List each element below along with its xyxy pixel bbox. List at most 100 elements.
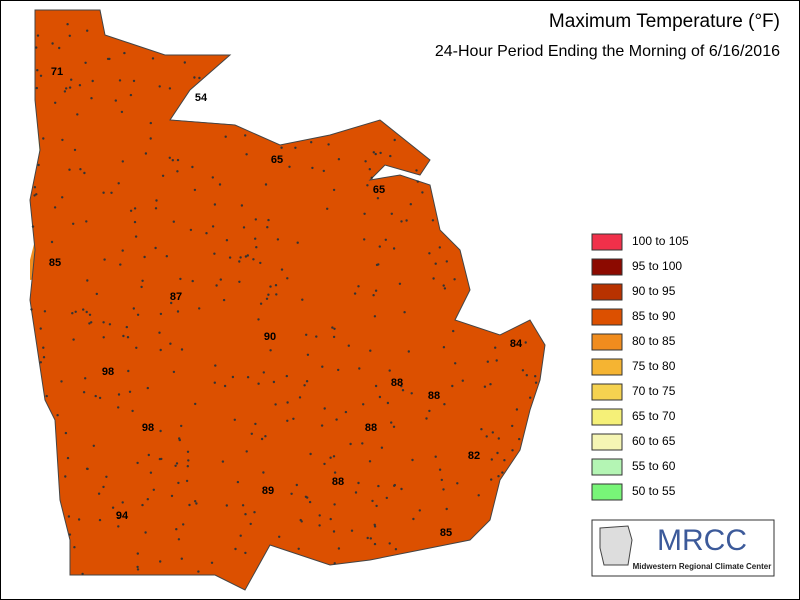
station [191, 165, 194, 169]
station [337, 547, 341, 550]
station [280, 146, 283, 149]
station [174, 464, 177, 467]
station [77, 518, 81, 521]
legend-label: 95 to 100 [632, 259, 682, 273]
legend-swatch [591, 383, 623, 401]
map-label: 89 [262, 485, 274, 497]
map-label: 85 [440, 527, 452, 539]
station [354, 491, 358, 494]
station [90, 321, 93, 324]
station [373, 315, 377, 318]
station [165, 255, 168, 258]
station [333, 503, 336, 506]
station [375, 263, 379, 267]
station [318, 514, 321, 517]
station [136, 565, 139, 569]
station [403, 311, 406, 314]
station [82, 391, 86, 394]
station [443, 287, 447, 290]
station [117, 406, 120, 409]
legend-label: 85 to 90 [632, 309, 676, 323]
station [322, 169, 325, 173]
station [85, 467, 89, 470]
station [329, 456, 332, 459]
station [45, 394, 48, 398]
station [68, 168, 71, 171]
station [431, 219, 435, 222]
station [385, 496, 388, 500]
station [260, 437, 264, 441]
station [132, 79, 136, 83]
station [442, 346, 446, 349]
station [442, 284, 445, 287]
station [285, 374, 288, 378]
station [290, 492, 293, 495]
station [43, 310, 47, 313]
station [228, 256, 232, 259]
station [159, 429, 162, 433]
station [297, 547, 300, 550]
station [262, 371, 265, 374]
station [438, 468, 442, 471]
station [136, 313, 140, 316]
station [412, 517, 415, 521]
station [42, 356, 46, 359]
station [193, 188, 197, 192]
logo-map [599, 525, 633, 566]
station [117, 525, 120, 528]
station [524, 341, 527, 344]
station [425, 417, 428, 420]
map-label: 71 [51, 66, 63, 78]
station [79, 168, 82, 171]
legend-swatch [591, 233, 623, 251]
station [50, 240, 54, 244]
station [39, 361, 42, 364]
station [366, 184, 369, 187]
station [244, 255, 248, 258]
station [170, 301, 173, 305]
station [388, 542, 391, 545]
legend-swatch [591, 433, 623, 451]
station [238, 260, 241, 263]
station [245, 450, 248, 453]
legend-label: 55 to 60 [632, 459, 676, 473]
station [333, 327, 336, 330]
station [149, 471, 153, 474]
station [171, 159, 174, 162]
station [253, 511, 256, 514]
station [376, 197, 380, 200]
station [141, 279, 144, 282]
station [158, 85, 161, 88]
station [390, 212, 393, 215]
station [489, 383, 492, 386]
station [92, 444, 96, 447]
map-label: 82 [468, 450, 480, 462]
station [51, 42, 54, 45]
station [71, 312, 74, 315]
station [177, 481, 180, 485]
legend: 100 to 105 95 to 100 90 to 95 85 to 90 80 to… [591, 233, 689, 501]
station [372, 151, 375, 154]
station [83, 171, 86, 175]
station [252, 258, 255, 261]
station [264, 435, 267, 438]
station [369, 349, 372, 352]
station [331, 326, 334, 329]
station [215, 284, 218, 287]
station [249, 522, 252, 526]
station [117, 182, 120, 185]
station [180, 348, 184, 351]
map-labels: 71 54 65 65 85 87 90 84 98 88 88 98 88 82 88 89 94 85 [49, 66, 523, 539]
station [380, 446, 384, 449]
station [485, 435, 488, 438]
station [309, 452, 312, 456]
station [108, 323, 112, 326]
station [250, 432, 253, 435]
station [483, 385, 487, 388]
station [477, 494, 480, 497]
station [84, 61, 87, 64]
station [366, 536, 369, 540]
station [135, 346, 138, 349]
map-label: 94 [116, 510, 129, 522]
station [146, 386, 149, 390]
